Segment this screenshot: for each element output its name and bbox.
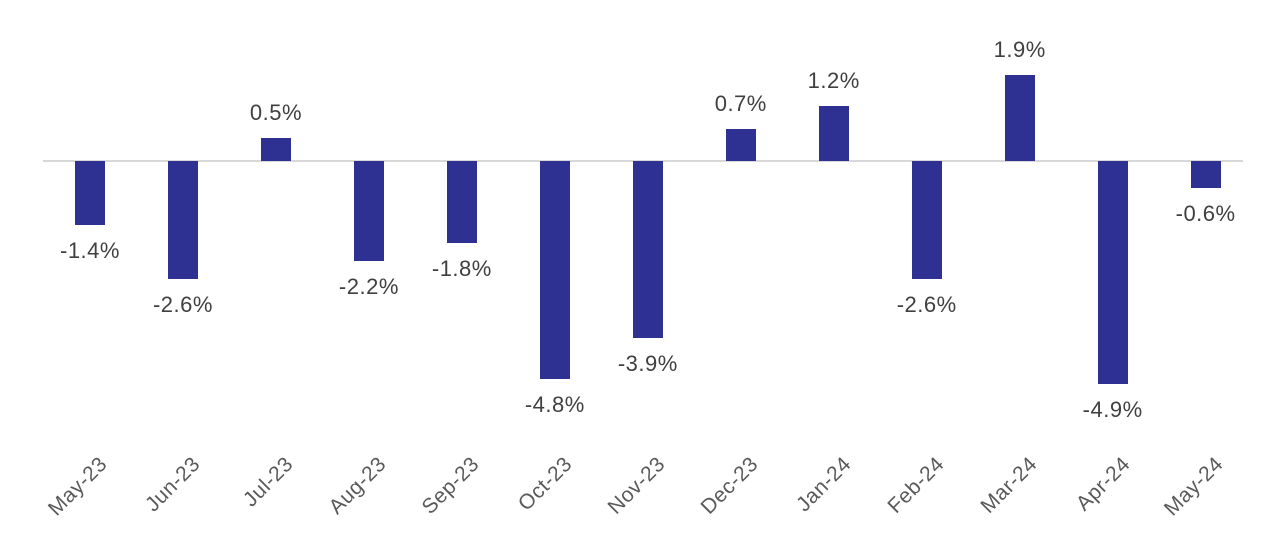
value-label-Oct-23: -4.8%	[524, 392, 585, 418]
bar-Aug-23	[353, 161, 384, 262]
bar-Jan-24	[818, 106, 849, 161]
value-label-May-23: -1.4%	[60, 237, 120, 263]
bar-Apr-24	[1097, 161, 1128, 384]
bar-Feb-24	[911, 161, 942, 280]
bar-Jun-23	[167, 161, 198, 280]
x-tick-label-May-23: May-23	[43, 452, 112, 521]
value-label-May-24: -0.6%	[1175, 201, 1236, 227]
bar-Dec-23	[725, 129, 756, 161]
bar-Oct-23	[539, 161, 570, 380]
value-label-Jul-23: 0.5%	[249, 100, 303, 126]
value-label-Jun-23: -2.6%	[152, 292, 213, 318]
value-label-Dec-23: 0.7%	[714, 91, 767, 117]
value-label-Sep-23: -1.8%	[431, 255, 492, 281]
value-label-Jan-24: 1.2%	[807, 68, 860, 94]
value-label-Mar-24: 1.9%	[993, 36, 1046, 62]
value-label-Feb-24: -2.6%	[896, 292, 957, 318]
bar-Sep-23	[446, 161, 477, 243]
value-label-Apr-24: -4.9%	[1082, 396, 1143, 422]
bar-Jul-23	[260, 138, 291, 161]
bar-May-23	[75, 161, 105, 225]
bar-Nov-23	[632, 161, 663, 339]
value-label-Nov-23: -3.9%	[617, 351, 678, 377]
bar-May-24	[1190, 161, 1221, 189]
bar-Mar-24	[1004, 74, 1035, 161]
value-label-Aug-23: -2.2%	[338, 274, 399, 300]
